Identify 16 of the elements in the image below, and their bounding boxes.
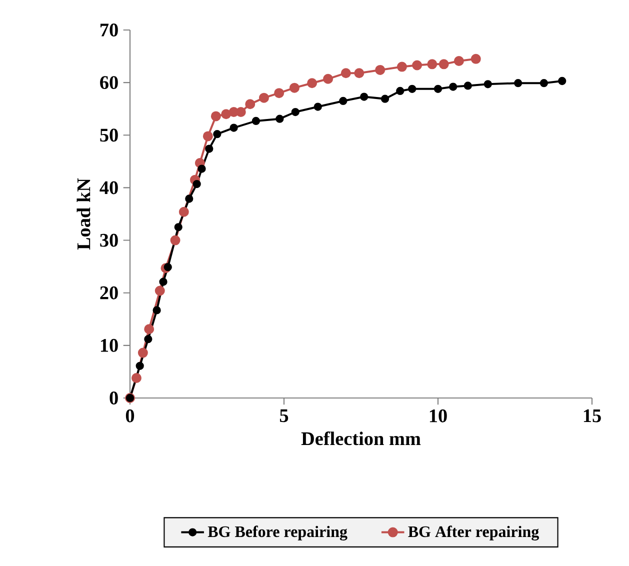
y-tick-label: 40: [100, 181, 118, 194]
x-tick-label: 0: [126, 409, 134, 422]
x-tick-label: 10: [430, 409, 447, 422]
legend-label: BG After repairing: [408, 526, 539, 540]
x-tick-label: 5: [280, 409, 288, 422]
x-axis-title: Deflection mm: [301, 431, 421, 446]
y-tick-label: 30: [100, 234, 118, 247]
x-tick-label: 15: [584, 409, 601, 422]
y-tick-label: 0: [110, 392, 118, 404]
y-tick-label: 60: [100, 76, 118, 90]
y-tick-label: 50: [100, 128, 118, 142]
y-tick-label: 10: [100, 338, 118, 352]
legend-label: BG Before repairing: [208, 526, 348, 540]
y-tick-label: 70: [100, 24, 118, 36]
y-tick-label: 20: [100, 286, 118, 300]
y-axis-title: Load kN: [76, 178, 90, 250]
